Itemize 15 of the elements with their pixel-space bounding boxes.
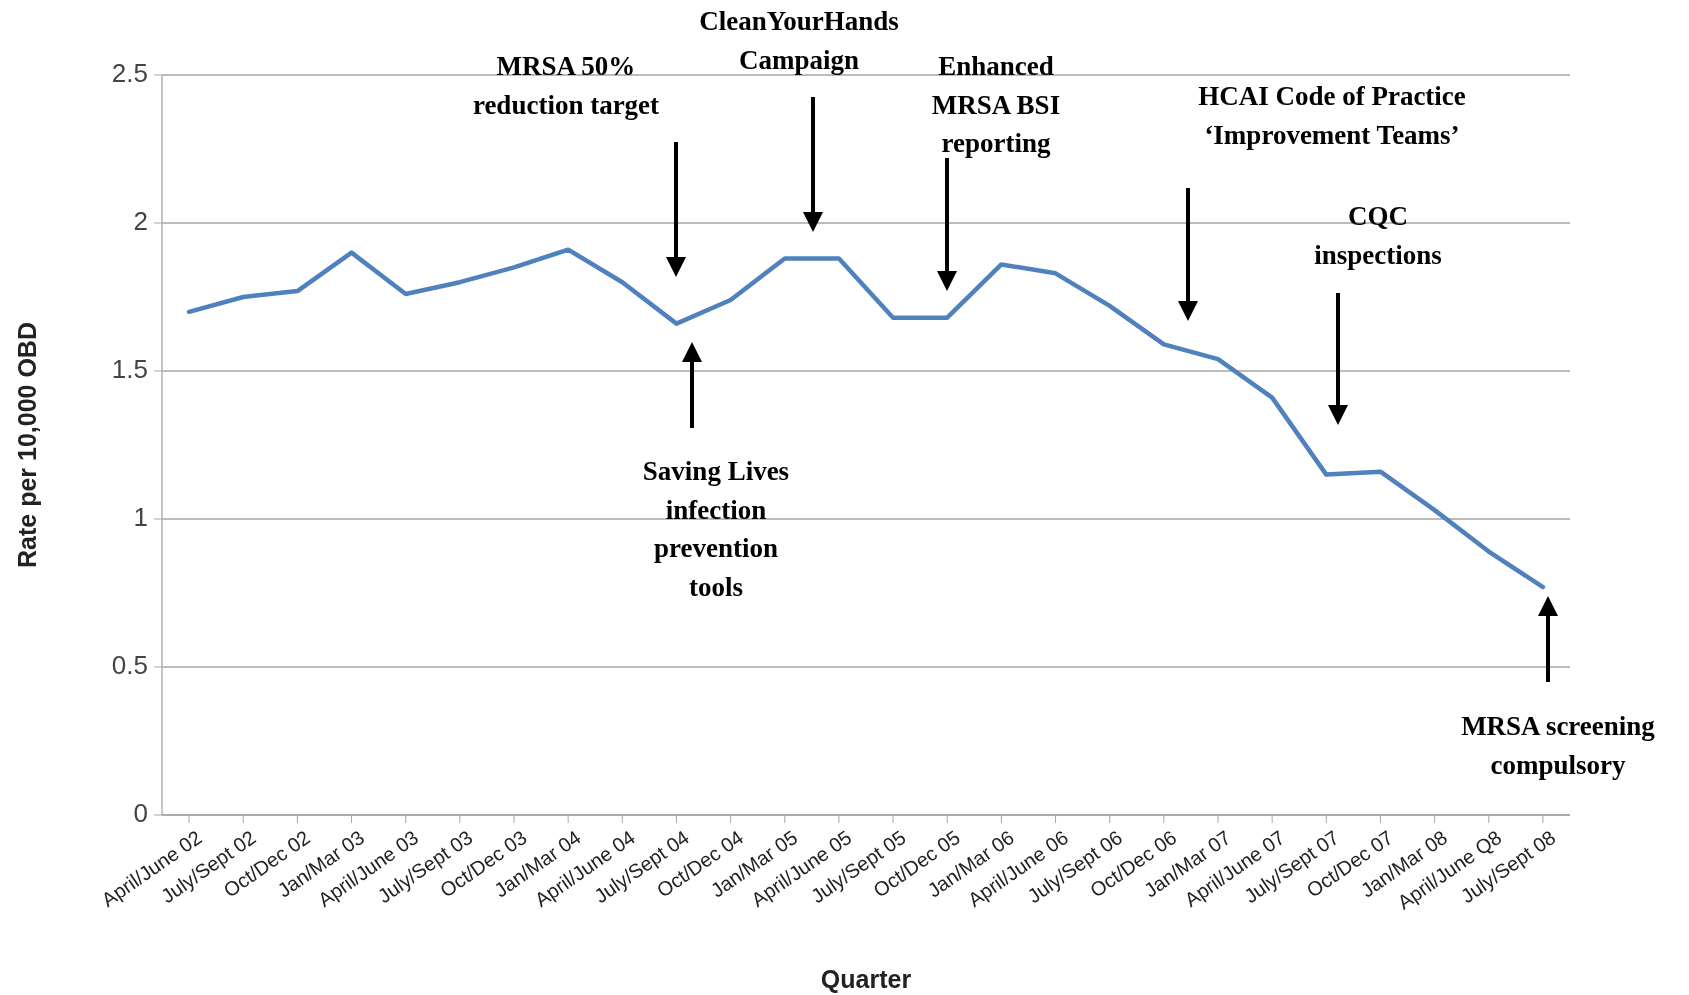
y-tick-label: 2 [133,205,148,236]
annotation: Enhanced MRSA BSI reporting [931,51,1061,159]
y-tick-label: 1.5 [111,353,148,384]
x-axis-title: Quarter [820,965,912,993]
y-tick-label: 0.5 [111,649,148,680]
y-tick-label: 1 [133,501,148,532]
y-axis-title: Rate per 10,000 OBD [13,322,41,568]
y-tick-label: 2.5 [111,57,148,88]
y-tick-label: 0 [133,797,148,828]
text: CleanYourHands Campaign [699,6,899,75]
annotation: MRSA screening compulsory [1461,711,1656,780]
annotation: MRSA 50% reduction target [472,51,660,120]
annotation: Saving Lives infection prevention tools [642,456,790,602]
annotation: CQC inspections [1314,201,1442,270]
annotation: HCAI Code of Practice ‘Improvement Teams’ [1198,81,1466,150]
